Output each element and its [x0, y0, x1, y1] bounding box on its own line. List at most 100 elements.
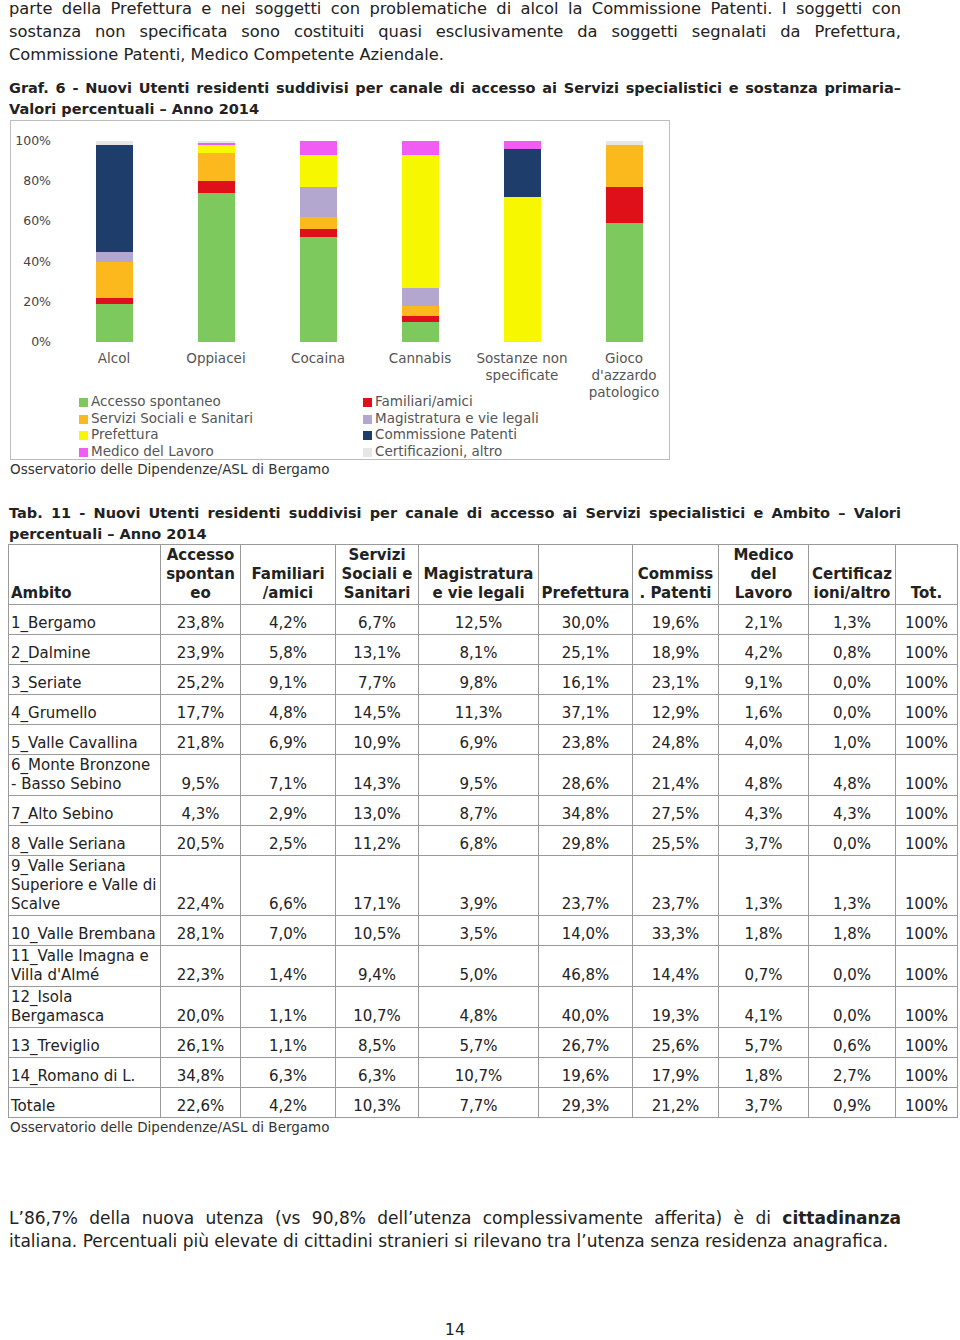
table-cell: 20,0%	[161, 987, 241, 1028]
table-cell: 4_Grumello	[9, 695, 161, 725]
table-cell: 11,2%	[336, 826, 419, 856]
header-cell: Accesso spontaneo	[161, 545, 241, 605]
table-cell: 1,1%	[241, 987, 336, 1028]
table-cell: 4,2%	[241, 1088, 336, 1118]
chart-frame: 0%20%40%60%80%100%AlcolOppiaceiCocainaCa…	[10, 120, 670, 460]
bar-segment	[504, 149, 541, 197]
legend-swatch	[363, 431, 372, 440]
table-cell: 26,1%	[161, 1028, 241, 1058]
y-tick-label: 60%	[11, 214, 51, 228]
table-cell: 1_Bergamo	[9, 605, 161, 635]
table-row: 1_Bergamo23,8%4,2%6,7%12,5%30,0%19,6%2,1…	[9, 605, 958, 635]
y-tick-label: 100%	[11, 134, 51, 148]
table-cell: 21,4%	[633, 755, 719, 796]
bar-segment	[504, 197, 541, 342]
y-tick-label: 40%	[11, 255, 51, 269]
bar-segment	[96, 262, 133, 298]
table-cell: 0,0%	[809, 946, 896, 987]
table-cell: 5,7%	[419, 1028, 539, 1058]
bar-segment	[96, 145, 133, 252]
table-cell: 5,8%	[241, 635, 336, 665]
legend-item: Servizi Sociali e Sanitari	[79, 410, 253, 426]
table-cell: Totale	[9, 1088, 161, 1118]
legend-label: Commissione Patenti	[375, 426, 517, 442]
table-cell: 4,0%	[719, 725, 809, 755]
legend-item: Prefettura	[79, 426, 159, 442]
table-cell: 22,3%	[161, 946, 241, 987]
table-cell: 7,0%	[241, 916, 336, 946]
table-cell: 8,1%	[419, 635, 539, 665]
table-cell: 23,1%	[633, 665, 719, 695]
legend-item: Medico del Lavoro	[79, 443, 214, 459]
table-row: 14_Romano di L.34,8%6,3%6,3%10,7%19,6%17…	[9, 1058, 958, 1088]
table-cell: 3_Seriate	[9, 665, 161, 695]
table-cell: 23,8%	[539, 725, 633, 755]
bar-segment	[96, 304, 133, 342]
table-cell: 28,1%	[161, 916, 241, 946]
table-cell: 24,8%	[633, 725, 719, 755]
table-cell: 4,8%	[419, 987, 539, 1028]
table-cell: 2_Dalmine	[9, 635, 161, 665]
table-cell: 7,7%	[336, 665, 419, 695]
table-cell: 19,3%	[633, 987, 719, 1028]
table-row: 6_Monte Bronzone - Basso Sebino9,5%7,1%1…	[9, 755, 958, 796]
table-cell: 5,0%	[419, 946, 539, 987]
bar-segment	[198, 145, 235, 153]
table-cell: 7_Alto Sebino	[9, 796, 161, 826]
data-table: AmbitoAccesso spontaneoFamiliari /amiciS…	[8, 544, 958, 1118]
table-cell: 1,8%	[719, 916, 809, 946]
table-cell: 0,9%	[809, 1088, 896, 1118]
bar-segment	[300, 187, 337, 217]
table-cell: 1,8%	[719, 1058, 809, 1088]
table-cell: 22,4%	[161, 856, 241, 916]
header-cell: Prefettura	[539, 545, 633, 605]
table-cell: 1,0%	[809, 725, 896, 755]
table-cell: 9_Valle Seriana Superiore e Valle di Sca…	[9, 856, 161, 916]
table-row: 13_Treviglio26,1%1,1%8,5%5,7%26,7%25,6%5…	[9, 1028, 958, 1058]
table-body: 1_Bergamo23,8%4,2%6,7%12,5%30,0%19,6%2,1…	[9, 605, 958, 1118]
bar-segment	[300, 141, 337, 155]
table-row: 12_Isola Bergamasca20,0%1,1%10,7%4,8%40,…	[9, 987, 958, 1028]
legend-label: Familiari/amici	[375, 393, 473, 409]
table-cell: 34,8%	[161, 1058, 241, 1088]
table-cell: 34,8%	[539, 796, 633, 826]
table-cell: 4,3%	[161, 796, 241, 826]
table-cell: 14_Romano di L.	[9, 1058, 161, 1088]
y-tick-label: 80%	[11, 174, 51, 188]
table-cell: 100%	[896, 695, 958, 725]
table-cell: 0,7%	[719, 946, 809, 987]
table-cell: 9,1%	[241, 665, 336, 695]
table-cell: 4,3%	[809, 796, 896, 826]
bold-text: cittadinanza	[782, 1208, 901, 1228]
table-cell: 25,1%	[539, 635, 633, 665]
legend-item: Familiari/amici	[363, 393, 473, 409]
bar-segment	[402, 306, 439, 316]
table-cell: 23,7%	[539, 856, 633, 916]
bar-segment	[300, 155, 337, 187]
legend-item: Certificazioni, altro	[363, 443, 502, 459]
bar-segment	[96, 298, 133, 304]
table-cell: 23,7%	[633, 856, 719, 916]
bar-segment	[402, 322, 439, 342]
bar-segment	[504, 141, 541, 149]
bar-segment	[402, 316, 439, 322]
table-cell: 29,3%	[539, 1088, 633, 1118]
legend-item: Accesso spontaneo	[79, 393, 221, 409]
table-row: 10_Valle Brembana28,1%7,0%10,5%3,5%14,0%…	[9, 916, 958, 946]
table-cell: 10,7%	[419, 1058, 539, 1088]
table-cell: 18,9%	[633, 635, 719, 665]
bar-segment	[96, 252, 133, 262]
y-tick-label: 20%	[11, 295, 51, 309]
table-cell: 1,1%	[241, 1028, 336, 1058]
x-tick-label: Cannabis	[372, 350, 468, 367]
table-cell: 100%	[896, 796, 958, 826]
table-cell: 100%	[896, 856, 958, 916]
text: italiana. Percentuali più elevate di cit…	[9, 1231, 888, 1251]
table-cell: 0,0%	[809, 826, 896, 856]
table-cell: 12,5%	[419, 605, 539, 635]
legend-swatch	[363, 415, 372, 424]
header-cell: Magistratura e vie legali	[419, 545, 539, 605]
legend-label: Medico del Lavoro	[91, 443, 214, 459]
table-row: Totale22,6%4,2%10,3%7,7%29,3%21,2%3,7%0,…	[9, 1088, 958, 1118]
plot-area	[63, 141, 675, 342]
